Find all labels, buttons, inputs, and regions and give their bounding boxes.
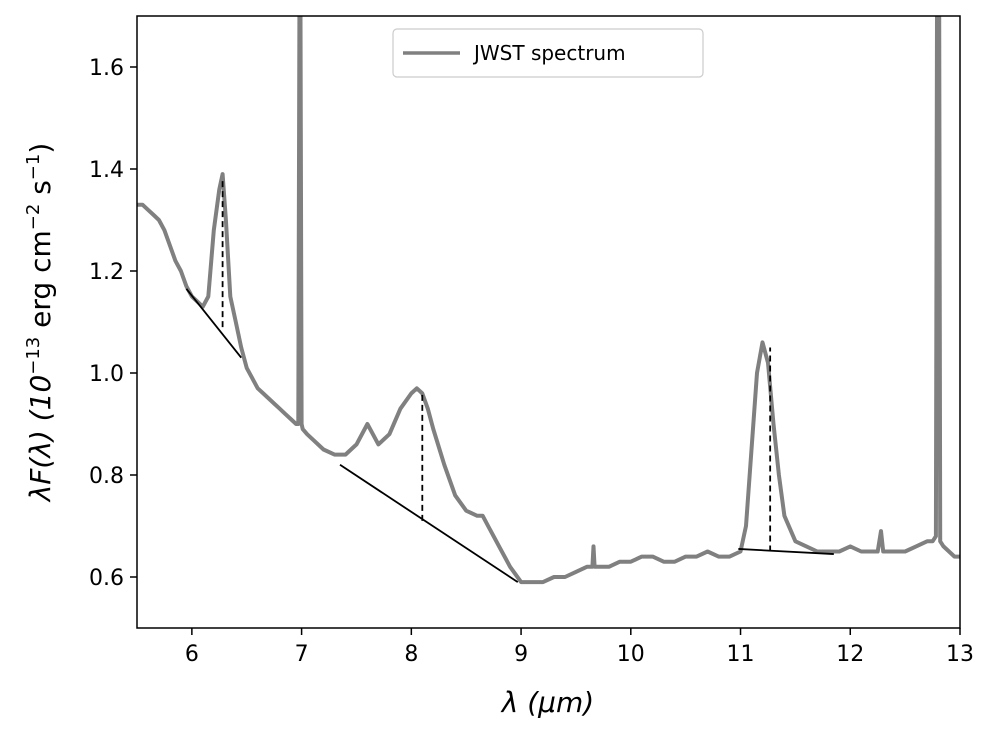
y-axis-label: λF(λ) (10−13 erg cm−2 s−1) xyxy=(23,143,57,504)
continuum-line-3 xyxy=(738,548,834,555)
y-tick-label: 0.8 xyxy=(89,464,124,489)
y-tick-label: 1.6 xyxy=(89,56,124,81)
continuum-line-1 xyxy=(185,288,242,359)
legend: JWST spectrum xyxy=(392,28,704,78)
y-tick-label: 0.6 xyxy=(89,566,124,591)
x-tick-label: 6 xyxy=(185,642,199,667)
x-tick-label: 13 xyxy=(946,642,974,667)
x-tick-label: 12 xyxy=(836,642,864,667)
x-tick-label: 11 xyxy=(727,642,755,667)
y-tick-label: 1.2 xyxy=(89,260,124,285)
x-tick-label: 8 xyxy=(404,642,418,667)
y-tick-label: 1.4 xyxy=(89,158,124,183)
x-axis-label: λ (μm) xyxy=(500,686,594,719)
data-layer xyxy=(137,16,960,585)
series-line-jwst-spectrum xyxy=(137,16,960,585)
x-tick-label: 7 xyxy=(295,642,309,667)
continuum-line-2 xyxy=(339,464,519,583)
x-tick-label: 10 xyxy=(617,642,645,667)
legend-box xyxy=(392,28,704,78)
legend-label: JWST spectrum xyxy=(472,41,626,65)
y-tick-label: 1.0 xyxy=(89,362,124,387)
y-axis-ticks: 0.6 0.8 1.0 1.2 1.4 1.6 xyxy=(89,56,137,591)
x-axis-ticks: 6 7 8 9 10 11 12 13 xyxy=(185,628,974,667)
x-tick-label: 9 xyxy=(514,642,528,667)
plot-frame xyxy=(136,15,961,629)
